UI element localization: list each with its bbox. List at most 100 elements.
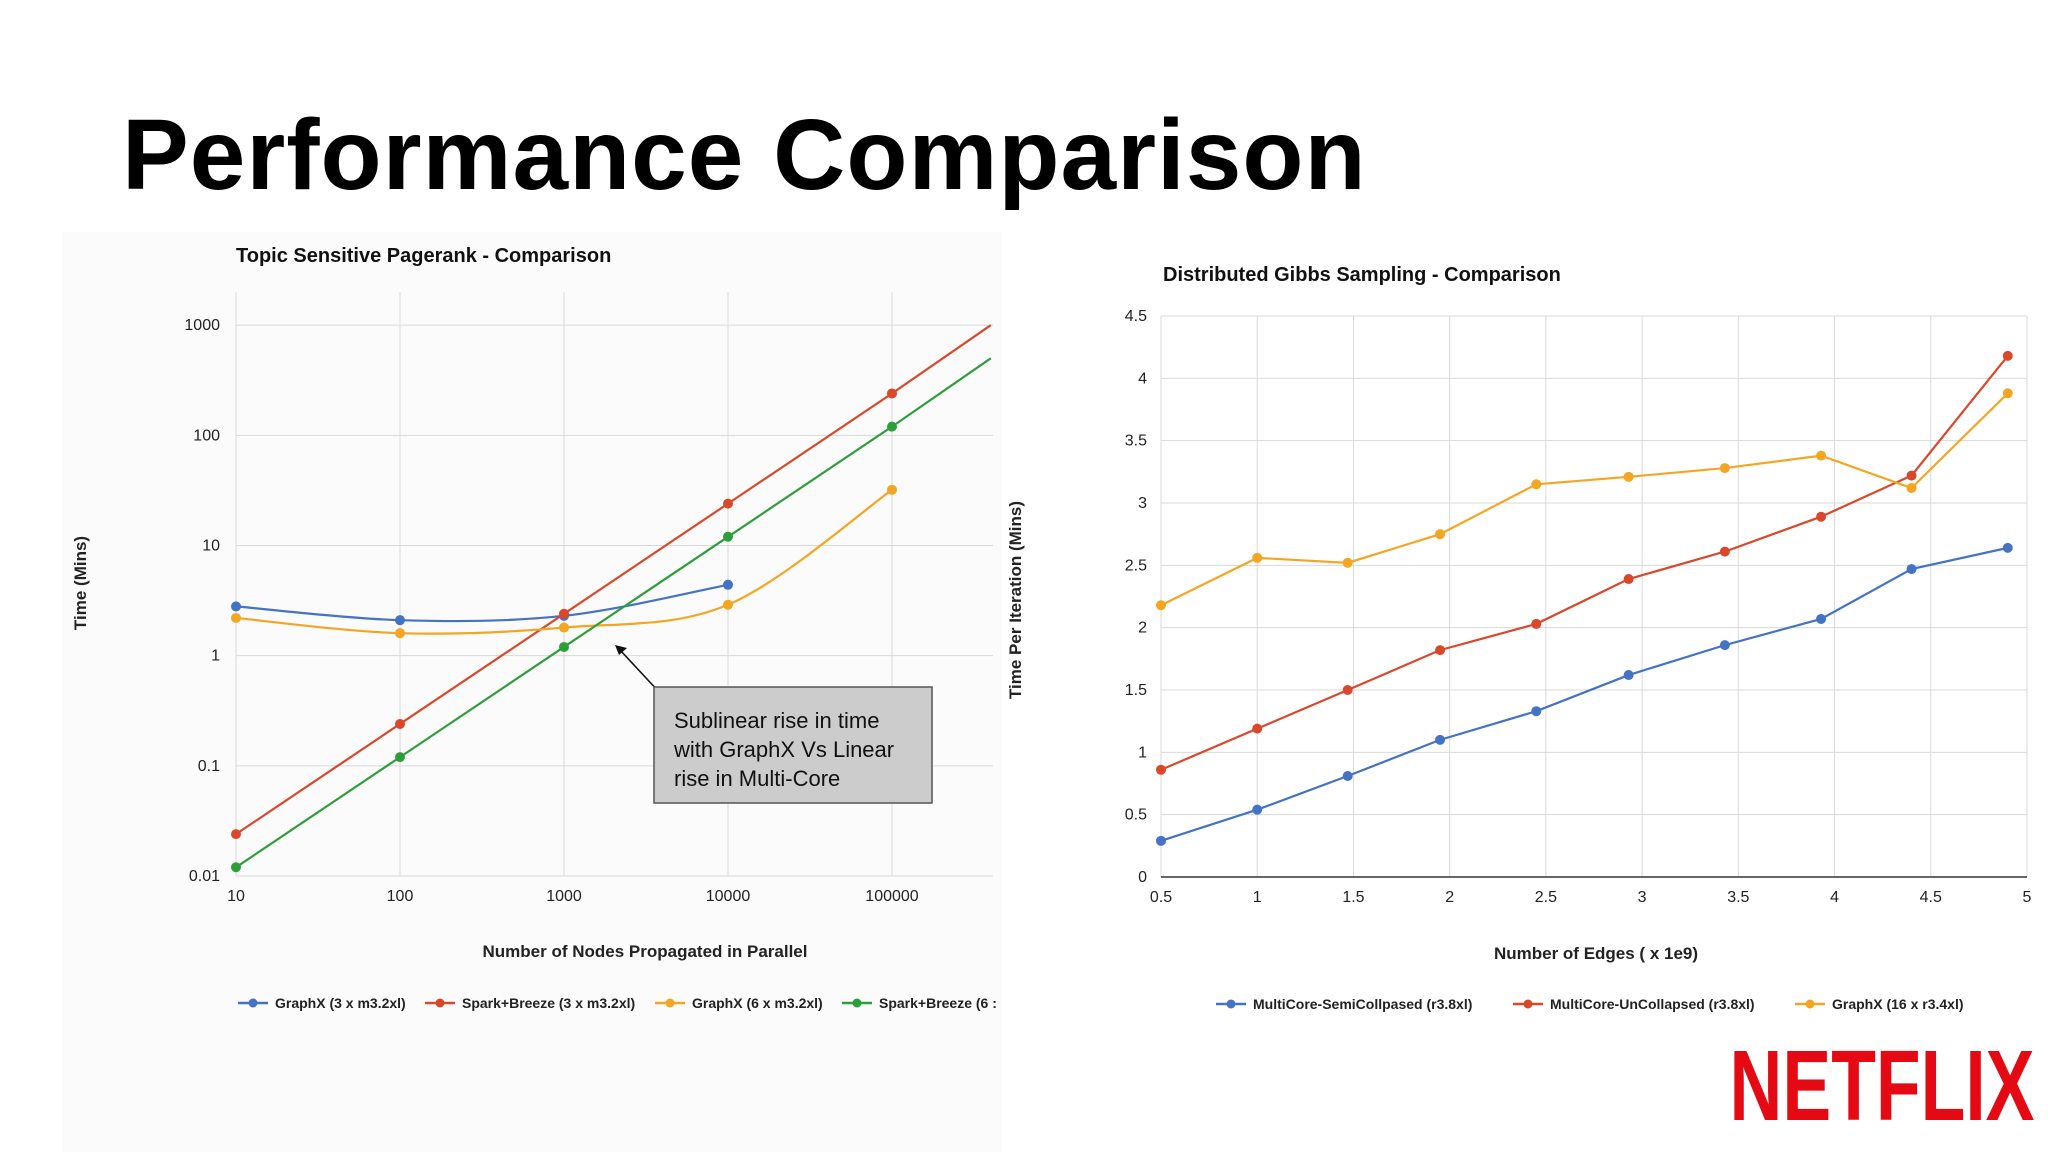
x-tick-label: 2.5	[1535, 889, 1557, 906]
chart-title: Topic Sensitive Pagerank - Comparison	[236, 245, 611, 267]
y-tick-label: 0	[1138, 869, 1147, 886]
data-point	[1719, 463, 1730, 474]
data-point	[1435, 529, 1446, 540]
y-tick-label: 0.1	[198, 758, 220, 775]
legend-label: GraphX (16 x r3.4xl)	[1832, 996, 1964, 1012]
legend-label: GraphX (3 x m3.2xl)	[275, 995, 406, 1011]
y-axis-label: Time (Mins)	[71, 536, 90, 630]
data-point	[2002, 350, 2013, 361]
data-point	[1531, 479, 1542, 490]
legend-swatch-dot	[852, 998, 862, 1008]
data-point	[231, 601, 241, 612]
data-point	[395, 615, 405, 626]
data-point	[723, 579, 733, 590]
chart-title: Distributed Gibbs Sampling - Comparison	[1163, 264, 1561, 286]
data-point	[1531, 706, 1542, 717]
netflix-logo-text: NETFLIX	[1730, 1034, 2035, 1126]
data-point	[1252, 804, 1263, 815]
x-tick-label: 1	[1253, 889, 1262, 906]
legend-label: MultiCore-SemiCollpased (r3.8xl)	[1253, 996, 1472, 1012]
y-tick-label: 1	[211, 648, 220, 665]
legend-label: Spark+Breeze (3 x m3.2xl)	[462, 995, 635, 1011]
series	[1156, 350, 2013, 775]
data-point	[723, 498, 733, 509]
x-tick-label: 4.5	[1920, 889, 1942, 906]
data-point	[559, 641, 569, 652]
y-axis-label: Time Per Iteration (Mins)	[1006, 501, 1025, 699]
series-line	[1160, 546, 2008, 842]
legend-swatch-dot	[435, 998, 445, 1008]
legend-label: Spark+Breeze (6 :	[879, 995, 997, 1011]
y-tick-label: 1000	[184, 317, 220, 334]
data-point	[1531, 618, 1542, 629]
series	[231, 484, 897, 639]
series	[1156, 388, 2013, 611]
legend-swatch-dot	[1805, 999, 1815, 1009]
legend-swatch-dot	[665, 998, 675, 1008]
x-tick-label: 4	[1830, 889, 1839, 906]
data-point	[723, 531, 733, 542]
x-tick-label: 1.5	[1342, 889, 1364, 906]
data-point	[1906, 470, 1917, 481]
y-tick-label: 0.5	[1125, 807, 1147, 824]
data-point	[1156, 835, 1166, 846]
x-tick-label: 2	[1445, 889, 1454, 906]
y-tick-label: 4	[1138, 370, 1147, 387]
annotation-line: rise in Multi-Core	[674, 766, 840, 791]
data-point	[1156, 600, 1166, 611]
data-point	[231, 862, 241, 873]
series	[231, 357, 992, 873]
data-point	[1623, 471, 1634, 482]
data-point	[395, 628, 405, 639]
data-point	[1906, 564, 1917, 575]
data-point	[723, 599, 733, 610]
data-point	[1435, 645, 1446, 656]
y-tick-label: 2.5	[1125, 557, 1147, 574]
annotation-line: with GraphX Vs Linear	[673, 737, 894, 762]
annotation-arrow-head	[615, 645, 627, 655]
x-tick-label: 5	[2023, 889, 2032, 906]
data-point	[1719, 640, 1730, 651]
slide-title: Performance Comparison	[122, 99, 1367, 211]
data-point	[395, 752, 405, 763]
y-tick-label: 0.01	[189, 868, 220, 885]
data-point	[887, 484, 897, 495]
data-point	[1252, 723, 1263, 734]
legend-item: Spark+Breeze (3 x m3.2xl)	[425, 995, 635, 1011]
data-point	[887, 388, 897, 399]
data-point	[1906, 483, 1917, 494]
legend: GraphX (3 x m3.2xl) Spark+Breeze (3 x m3.…	[238, 995, 997, 1011]
data-point	[1623, 574, 1634, 585]
data-point	[1816, 613, 1827, 624]
legend-item: GraphX (3 x m3.2xl)	[238, 995, 406, 1011]
y-tick-label: 1.5	[1125, 682, 1147, 699]
series-line	[235, 488, 893, 635]
annotation-line: Sublinear rise in time	[674, 708, 879, 733]
data-point	[1156, 764, 1166, 775]
data-point	[887, 421, 897, 432]
annotation: Sublinear rise in time with GraphX Vs Li…	[615, 645, 933, 804]
legend-item: GraphX (6 x m3.2xl)	[655, 995, 823, 1011]
x-tick-label: 3	[1638, 889, 1647, 906]
legend-item: GraphX (16 x r3.4xl)	[1795, 996, 1964, 1012]
y-tick-label: 1	[1138, 744, 1147, 761]
x-tick-label: 10000	[706, 888, 751, 905]
y-tick-label: 3	[1138, 495, 1147, 512]
x-tick-label: 0.5	[1150, 889, 1172, 906]
series-line	[235, 324, 992, 836]
legend-swatch-dot	[248, 998, 258, 1008]
data-point	[1342, 771, 1353, 782]
series-line	[1160, 392, 2009, 607]
legend: MultiCore-SemiCollpased (r3.8xl) MultiCor…	[1216, 996, 1964, 1012]
data-point	[1816, 450, 1827, 461]
series	[231, 324, 992, 840]
y-tick-label: 4.5	[1125, 308, 1147, 325]
data-point	[2002, 388, 2013, 399]
annotation-box	[653, 686, 933, 804]
series-line	[235, 357, 992, 869]
x-axis-label: Number of Nodes Propagated in Parallel	[483, 942, 808, 961]
x-tick-label: 100	[387, 888, 414, 905]
x-axis-label: Number of Edges ( x 1e9)	[1494, 944, 1698, 963]
legend-swatch-dot	[1523, 999, 1533, 1009]
x-tick-label: 10	[227, 888, 245, 905]
